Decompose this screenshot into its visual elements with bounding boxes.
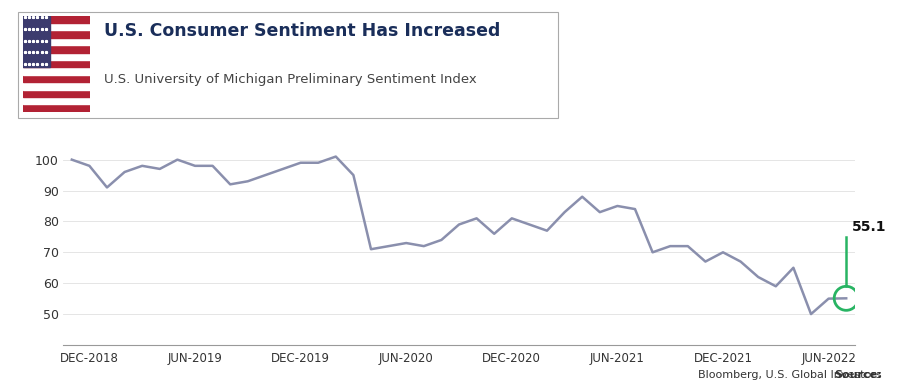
Bar (22, 45, 90, 53)
Bar (22, 31, 90, 38)
Bar (22, 16, 50, 67)
Text: Bloomberg, U.S. Global Investors: Bloomberg, U.S. Global Investors (670, 370, 882, 380)
Bar (22, 16, 90, 23)
Bar (22, 53, 90, 60)
Bar (22, 104, 90, 112)
Bar (22, 38, 90, 45)
Text: U.S. Consumer Sentiment Has Increased: U.S. Consumer Sentiment Has Increased (104, 22, 500, 40)
Text: Source:: Source: (834, 370, 882, 380)
Bar (22, 82, 90, 89)
Text: 55.1: 55.1 (851, 220, 886, 234)
Bar (22, 75, 90, 82)
Bar (22, 67, 90, 75)
Bar (22, 89, 90, 97)
Bar (22, 97, 90, 104)
Bar (22, 60, 90, 67)
Bar (22, 23, 90, 31)
Text: U.S. University of Michigan Preliminary Sentiment Index: U.S. University of Michigan Preliminary … (104, 73, 476, 85)
